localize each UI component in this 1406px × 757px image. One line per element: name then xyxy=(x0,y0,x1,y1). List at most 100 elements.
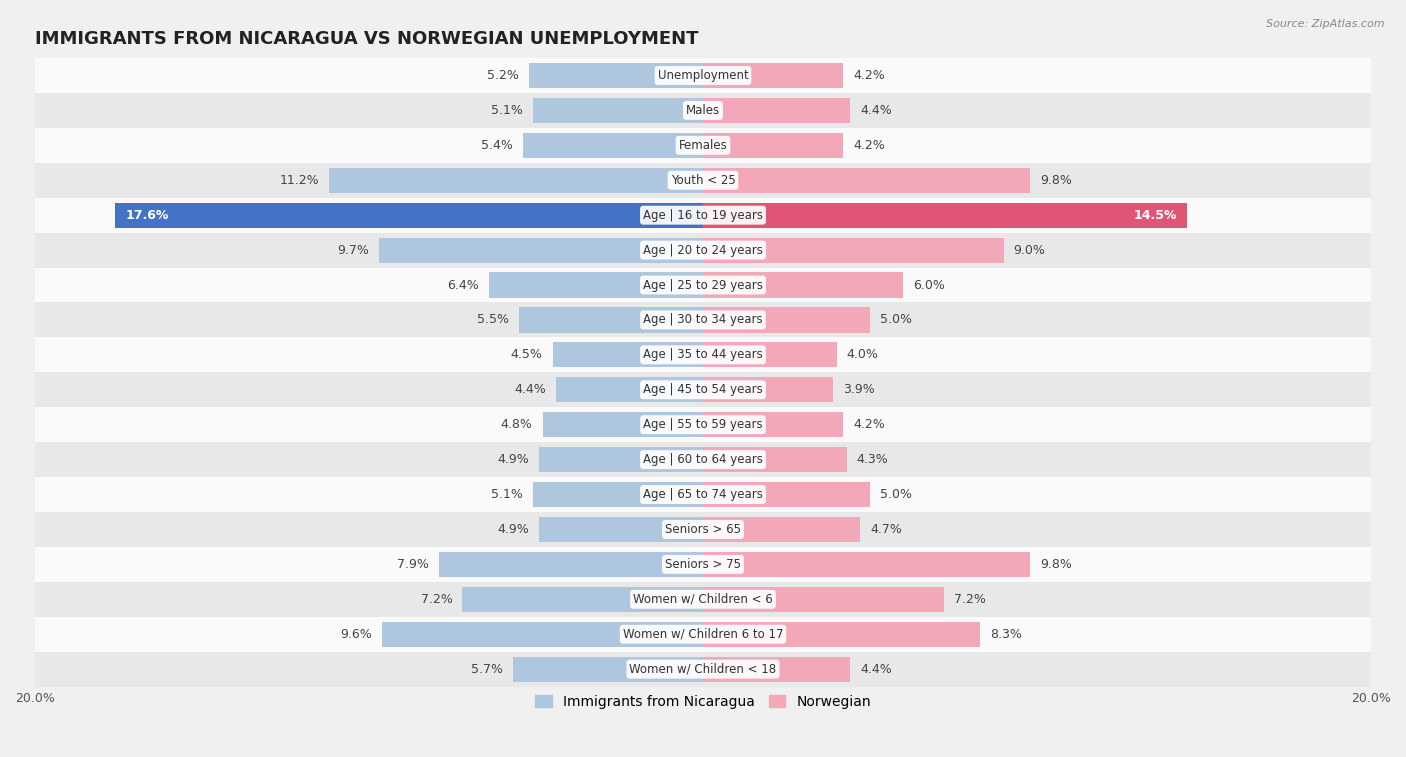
Text: 4.4%: 4.4% xyxy=(860,104,891,117)
Bar xyxy=(543,412,703,438)
Text: 5.0%: 5.0% xyxy=(880,488,912,501)
Bar xyxy=(35,547,1371,582)
Bar xyxy=(703,621,980,646)
Text: 4.2%: 4.2% xyxy=(853,139,884,152)
Bar xyxy=(703,307,870,332)
Text: 9.0%: 9.0% xyxy=(1014,244,1046,257)
Text: 6.4%: 6.4% xyxy=(447,279,479,291)
Bar xyxy=(35,372,1371,407)
Bar xyxy=(533,98,703,123)
Text: 4.0%: 4.0% xyxy=(846,348,879,361)
Legend: Immigrants from Nicaragua, Norwegian: Immigrants from Nicaragua, Norwegian xyxy=(530,689,876,715)
Text: Females: Females xyxy=(679,139,727,152)
Text: 3.9%: 3.9% xyxy=(844,383,875,396)
Text: Age | 65 to 74 years: Age | 65 to 74 years xyxy=(643,488,763,501)
Bar xyxy=(35,128,1371,163)
Bar xyxy=(540,517,703,542)
Text: Age | 45 to 54 years: Age | 45 to 54 years xyxy=(643,383,763,396)
Bar xyxy=(35,338,1371,372)
Text: Males: Males xyxy=(686,104,720,117)
Text: Unemployment: Unemployment xyxy=(658,69,748,82)
Bar xyxy=(703,517,860,542)
Text: 4.2%: 4.2% xyxy=(853,69,884,82)
Bar xyxy=(703,98,851,123)
Bar xyxy=(35,407,1371,442)
Text: Age | 55 to 59 years: Age | 55 to 59 years xyxy=(643,418,763,431)
Text: 6.0%: 6.0% xyxy=(914,279,945,291)
Bar xyxy=(382,621,703,646)
Text: Seniors > 65: Seniors > 65 xyxy=(665,523,741,536)
Text: IMMIGRANTS FROM NICARAGUA VS NORWEGIAN UNEMPLOYMENT: IMMIGRANTS FROM NICARAGUA VS NORWEGIAN U… xyxy=(35,30,699,48)
Text: 11.2%: 11.2% xyxy=(280,174,319,187)
Bar xyxy=(380,238,703,263)
Text: 9.6%: 9.6% xyxy=(340,628,373,640)
Bar xyxy=(513,656,703,682)
Bar xyxy=(35,58,1371,93)
Bar xyxy=(703,168,1031,193)
Bar xyxy=(703,342,837,367)
Bar xyxy=(439,552,703,577)
Text: 5.7%: 5.7% xyxy=(471,662,502,676)
Text: 9.8%: 9.8% xyxy=(1040,174,1073,187)
Text: 7.2%: 7.2% xyxy=(420,593,453,606)
Bar xyxy=(703,587,943,612)
Bar xyxy=(703,273,904,298)
Text: Source: ZipAtlas.com: Source: ZipAtlas.com xyxy=(1267,19,1385,29)
Bar xyxy=(35,93,1371,128)
Text: 4.9%: 4.9% xyxy=(498,523,529,536)
Bar xyxy=(703,412,844,438)
Bar xyxy=(35,198,1371,232)
Bar xyxy=(35,512,1371,547)
Text: Women w/ Children < 18: Women w/ Children < 18 xyxy=(630,662,776,676)
Text: Seniors > 75: Seniors > 75 xyxy=(665,558,741,571)
Bar xyxy=(533,482,703,507)
Bar xyxy=(703,203,1187,228)
Text: 5.2%: 5.2% xyxy=(488,69,519,82)
Bar xyxy=(35,303,1371,338)
Text: 5.5%: 5.5% xyxy=(477,313,509,326)
Bar xyxy=(329,168,703,193)
Bar xyxy=(703,656,851,682)
Bar xyxy=(555,377,703,403)
Bar xyxy=(553,342,703,367)
Bar xyxy=(703,377,834,403)
Text: 4.8%: 4.8% xyxy=(501,418,533,431)
Bar xyxy=(703,238,1004,263)
Text: Age | 25 to 29 years: Age | 25 to 29 years xyxy=(643,279,763,291)
Text: 5.1%: 5.1% xyxy=(491,104,523,117)
Text: 4.9%: 4.9% xyxy=(498,453,529,466)
Bar xyxy=(35,582,1371,617)
Bar xyxy=(703,63,844,88)
Bar xyxy=(115,203,703,228)
Bar xyxy=(35,232,1371,267)
Bar xyxy=(35,477,1371,512)
Text: 9.8%: 9.8% xyxy=(1040,558,1073,571)
Text: Age | 35 to 44 years: Age | 35 to 44 years xyxy=(643,348,763,361)
Text: 5.4%: 5.4% xyxy=(481,139,513,152)
Text: 4.3%: 4.3% xyxy=(856,453,889,466)
Text: 14.5%: 14.5% xyxy=(1133,209,1177,222)
Bar xyxy=(703,447,846,472)
Text: Youth < 25: Youth < 25 xyxy=(671,174,735,187)
Bar xyxy=(35,267,1371,303)
Text: Age | 60 to 64 years: Age | 60 to 64 years xyxy=(643,453,763,466)
Text: 7.9%: 7.9% xyxy=(398,558,429,571)
Text: 7.2%: 7.2% xyxy=(953,593,986,606)
Text: 4.4%: 4.4% xyxy=(515,383,546,396)
Bar xyxy=(35,442,1371,477)
Text: 4.7%: 4.7% xyxy=(870,523,901,536)
Text: Age | 16 to 19 years: Age | 16 to 19 years xyxy=(643,209,763,222)
Text: Women w/ Children < 6: Women w/ Children < 6 xyxy=(633,593,773,606)
Bar xyxy=(463,587,703,612)
Text: Age | 30 to 34 years: Age | 30 to 34 years xyxy=(643,313,763,326)
Text: 5.0%: 5.0% xyxy=(880,313,912,326)
Text: 5.1%: 5.1% xyxy=(491,488,523,501)
Bar xyxy=(489,273,703,298)
Text: Age | 20 to 24 years: Age | 20 to 24 years xyxy=(643,244,763,257)
Bar xyxy=(35,163,1371,198)
Text: 9.7%: 9.7% xyxy=(337,244,368,257)
Bar xyxy=(703,132,844,158)
Text: Women w/ Children 6 to 17: Women w/ Children 6 to 17 xyxy=(623,628,783,640)
Bar xyxy=(523,132,703,158)
Text: 8.3%: 8.3% xyxy=(990,628,1022,640)
